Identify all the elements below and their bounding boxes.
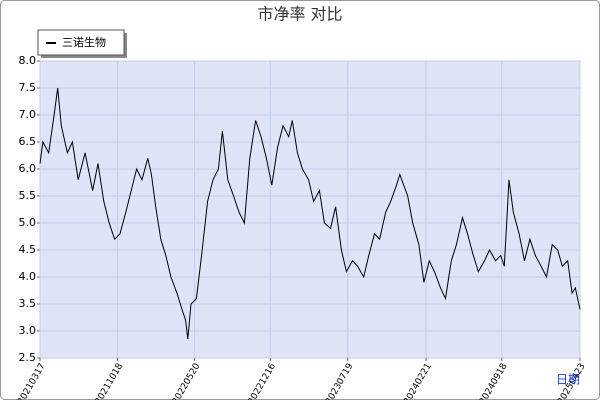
y-tick-label: 2.5 [19, 351, 37, 364]
y-tick-label: 7.5 [19, 81, 37, 94]
plot-area [39, 60, 581, 359]
y-tick-label: 5.0 [19, 216, 37, 229]
y-tick-label: 3.0 [19, 324, 37, 337]
y-tick-label: 6.0 [19, 162, 37, 175]
chart-title: 市净率 对比 [257, 5, 342, 24]
y-tick-label: 6.5 [19, 135, 37, 148]
x-axis-label: 日期 [556, 373, 580, 387]
legend-label: 三诺生物 [62, 35, 106, 49]
y-tick-label: 8.0 [19, 54, 37, 67]
y-tick-label: 3.5 [19, 297, 37, 310]
y-tick-label: 4.5 [19, 243, 37, 256]
line [39, 87, 581, 340]
y-tick-label: 7.0 [19, 108, 37, 121]
y-tick-label: 4.0 [19, 270, 37, 283]
y-tick-label: 5.5 [19, 189, 37, 202]
